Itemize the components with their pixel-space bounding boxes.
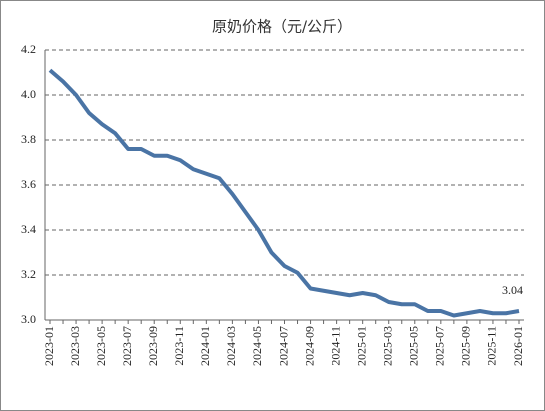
x-tick-label: 2025-03 — [380, 326, 394, 366]
y-tick-label: 4.0 — [21, 87, 36, 101]
x-tick-label: 2024-03 — [224, 326, 238, 366]
x-tick-label: 2023-05 — [94, 326, 108, 366]
x-tick-label: 2023-01 — [42, 326, 56, 366]
y-tick-label: 3.6 — [21, 177, 36, 191]
line-series — [48, 68, 520, 318]
y-tick-label: 3.8 — [21, 132, 36, 146]
x-tick-label: 2026-01 — [511, 326, 525, 366]
x-tick-label: 2023-03 — [68, 326, 82, 366]
x-tick-label: 2023-09 — [146, 326, 160, 366]
x-tick-label: 2025-07 — [433, 326, 447, 366]
x-tick-label: 2024-11 — [328, 326, 342, 366]
chart-title: 原奶价格（元/公斤） — [212, 18, 352, 36]
x-tick-label: 2025-09 — [459, 326, 473, 366]
data-label: 3.04 — [502, 283, 523, 297]
y-tick-label: 3.2 — [21, 267, 36, 281]
x-tick-label: 2024-01 — [198, 326, 212, 366]
x-tick-label: 2025-01 — [354, 326, 368, 366]
x-tick-label: 2025-05 — [407, 326, 421, 366]
x-tick-label: 2023-11 — [172, 326, 186, 366]
y-tick-label: 3.4 — [21, 222, 36, 236]
x-tick-label: 2024-05 — [250, 326, 264, 366]
x-tick-label: 2023-07 — [120, 326, 134, 366]
x-tick-label: 2024-07 — [276, 326, 290, 366]
y-tick-label: 4.2 — [21, 42, 36, 56]
x-tick-label: 2025-11 — [485, 326, 499, 366]
y-tick-label: 3.0 — [21, 312, 36, 326]
x-tick-label: 2024-09 — [302, 326, 316, 366]
